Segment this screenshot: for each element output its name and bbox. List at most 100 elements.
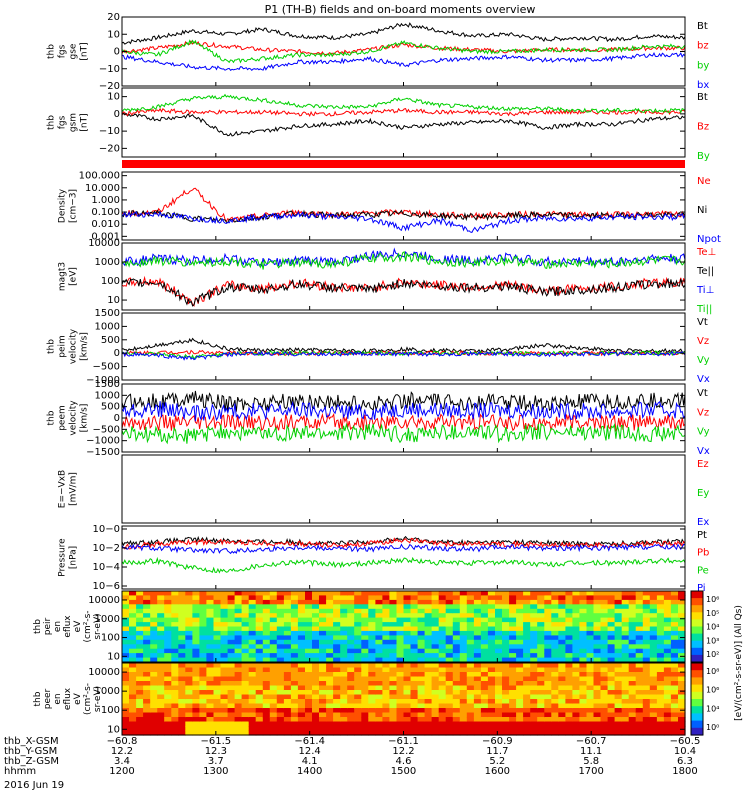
spectrogram-cell bbox=[269, 591, 278, 596]
spectrogram-cell bbox=[340, 685, 348, 691]
spectrogram-cell bbox=[248, 667, 257, 673]
spectrogram-cell bbox=[361, 717, 369, 723]
spectrogram-cell bbox=[466, 626, 475, 632]
spectrogram-cell bbox=[396, 622, 405, 628]
spectrogram-cell bbox=[241, 681, 250, 687]
spectrogram-cell bbox=[241, 672, 250, 678]
spectrogram-cell bbox=[185, 595, 193, 601]
spectrogram-cell bbox=[227, 694, 236, 700]
spectrogram-cell bbox=[572, 667, 580, 673]
spectrogram-cell bbox=[452, 595, 461, 601]
spectrogram-cell bbox=[438, 591, 447, 596]
spectrogram-cell bbox=[516, 630, 524, 636]
spectrogram-cell bbox=[122, 613, 130, 619]
spectrogram-cell bbox=[326, 699, 334, 705]
spectrogram-cell bbox=[452, 657, 461, 663]
spectrogram-cell bbox=[614, 685, 623, 691]
panel-ylabel: [nPa] bbox=[69, 546, 79, 569]
spectrogram-cell bbox=[340, 717, 348, 723]
spectrogram-cell bbox=[297, 608, 306, 614]
spectrogram-cell bbox=[530, 644, 538, 650]
spectrogram-cell bbox=[171, 653, 179, 659]
spectrogram-cell bbox=[382, 730, 390, 736]
spectrogram-cell bbox=[635, 672, 644, 678]
spectrogram-cell bbox=[403, 644, 412, 650]
spectrogram-cell bbox=[495, 681, 503, 687]
spectrogram-cell bbox=[663, 690, 672, 696]
spectrogram-cell bbox=[642, 648, 651, 654]
spectrogram-cell bbox=[431, 663, 440, 669]
xaxis-value: 1600 bbox=[485, 766, 510, 777]
spectrogram-cell bbox=[551, 708, 559, 714]
spectrogram-cell bbox=[459, 591, 468, 596]
spectrogram-cell bbox=[403, 699, 412, 705]
spectrogram-cell bbox=[530, 608, 538, 614]
spectrogram-cell bbox=[502, 648, 510, 654]
spectrogram-cell bbox=[262, 726, 271, 732]
spectrogram-cell bbox=[248, 694, 257, 700]
spectrogram-cell bbox=[220, 608, 229, 614]
spectrogram-cell bbox=[262, 717, 271, 723]
spectrogram-cell bbox=[544, 644, 552, 650]
spectrogram-cell bbox=[452, 626, 461, 632]
spectrogram-cell bbox=[382, 653, 390, 659]
colorbar-tick-label: 10⁶ bbox=[706, 595, 719, 604]
spectrogram-cell bbox=[136, 699, 144, 705]
spectrogram-cell bbox=[150, 635, 158, 641]
y-tick-label: 10−6 bbox=[93, 581, 120, 592]
spectrogram-cell bbox=[459, 663, 468, 669]
spectrogram-cell bbox=[396, 648, 405, 654]
spectrogram-cell bbox=[523, 699, 531, 705]
spectrogram-cell bbox=[424, 721, 433, 727]
spectrogram-cell bbox=[523, 672, 531, 678]
spectrogram-cell bbox=[579, 717, 587, 723]
spectrogram-cell bbox=[403, 630, 412, 636]
spectrogram-cell bbox=[600, 712, 609, 718]
spectrogram-cell bbox=[129, 703, 137, 709]
spectrogram-cell bbox=[157, 613, 165, 619]
spectrogram-cell bbox=[544, 712, 552, 718]
spectrogram-cell bbox=[213, 599, 222, 605]
spectrogram-cell bbox=[445, 717, 454, 723]
spectrogram-cell bbox=[417, 676, 426, 682]
spectrogram-cell bbox=[389, 613, 397, 619]
spectrogram-cell bbox=[234, 663, 243, 669]
spectrogram-cell bbox=[333, 703, 341, 709]
spectrogram-cell bbox=[171, 721, 179, 727]
spectrogram-cell bbox=[445, 653, 454, 659]
spectrogram-cell bbox=[438, 694, 447, 700]
spectrogram-cell bbox=[502, 712, 510, 718]
spectrogram-cell bbox=[396, 635, 405, 641]
spectrogram-cell bbox=[319, 639, 327, 645]
spectrogram-cell bbox=[297, 613, 306, 619]
spectrogram-cell bbox=[150, 630, 158, 636]
spectrogram-cell bbox=[171, 599, 179, 605]
spectrogram-cell bbox=[544, 681, 552, 687]
spectrogram-cell bbox=[410, 622, 419, 628]
spectrogram-cell bbox=[192, 699, 200, 705]
spectrogram-cell bbox=[642, 644, 651, 650]
spectrogram-cell bbox=[417, 685, 426, 691]
series-Vy bbox=[121, 422, 686, 445]
spectrogram-cell bbox=[220, 604, 229, 610]
spectrogram-cell bbox=[579, 599, 587, 605]
spectrogram-cell bbox=[586, 721, 595, 727]
spectrogram-cell bbox=[290, 608, 299, 614]
spectrogram-cell bbox=[333, 681, 341, 687]
spectrogram-cell bbox=[417, 604, 426, 610]
spectrogram-cell bbox=[326, 730, 334, 736]
spectrogram-cell bbox=[572, 613, 580, 619]
spectrogram-cell bbox=[326, 657, 334, 663]
spectrogram-cell bbox=[361, 712, 369, 718]
spectrogram-cell bbox=[593, 721, 602, 727]
spectrogram-cell bbox=[607, 630, 616, 636]
spectrogram-cell bbox=[150, 591, 158, 596]
spectrogram-cell bbox=[333, 644, 341, 650]
spectrogram-cell bbox=[178, 657, 186, 663]
spectrogram-cell bbox=[635, 626, 644, 632]
spectrogram-cell bbox=[509, 690, 517, 696]
spectrogram-cell bbox=[593, 613, 602, 619]
spectrogram-cell bbox=[354, 653, 362, 659]
